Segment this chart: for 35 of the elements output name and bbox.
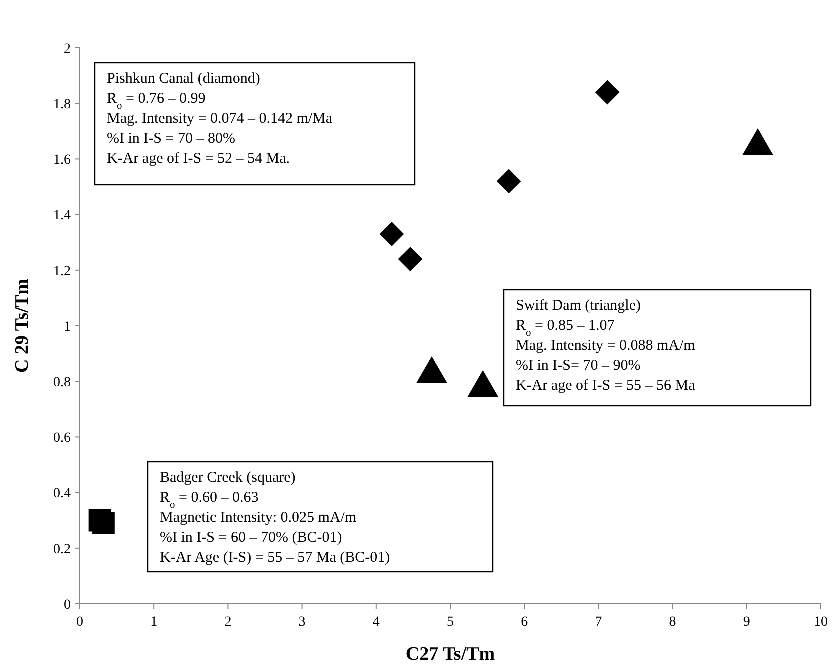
x-tick-label: 6 <box>521 615 528 630</box>
point <box>468 370 499 398</box>
y-tick-label: 0.8 <box>54 376 71 390</box>
x-tick-label: 8 <box>669 615 676 630</box>
x-tick-label: 0 <box>76 615 84 630</box>
x-tick-label: 10 <box>814 615 828 630</box>
point <box>398 247 423 272</box>
x-tick-label: 3 <box>298 615 306 630</box>
x-axis-title: C27 Ts/Tm <box>406 644 496 665</box>
y-tick-label: 0.6 <box>54 431 71 446</box>
x-tick-label: 7 <box>595 615 602 630</box>
y-tick-label: 1.4 <box>54 208 71 224</box>
point <box>416 356 448 384</box>
point <box>496 169 522 194</box>
x-tick-label: 9 <box>743 615 750 630</box>
x-tick-label: 1 <box>150 615 158 630</box>
y-tick-label: 1.6 <box>54 153 71 168</box>
y-tick-label: 1.2 <box>54 264 71 280</box>
x-tick-label: 5 <box>447 615 454 630</box>
annotation: Swift Dam (triangle) R$_{o}$ = 0.85 – 1.07 Mag. Intensity = 0.088 mA/m %I in I-S= 70 – 90% K-Ar age of I-S = 55 – 56 Ma <box>516 298 696 394</box>
point <box>742 128 774 156</box>
point <box>380 222 404 246</box>
point <box>595 80 620 105</box>
y-tick-label: 1.8 <box>54 98 71 112</box>
y-axis-title: C 29 Ts/Tm <box>12 278 33 373</box>
annotation: Badger Creek (square) R$_{o}$ = 0.60 – 0.63 Magnetic Intensity: 0.025 mA/m %I in I-S = 60 – 70% (BC-01) K-Ar Age (I-S) = 55 – 57 Ma (BC-01) <box>160 470 390 566</box>
y-tick-label: 0.4 <box>54 486 71 502</box>
y-tick-label: 0.2 <box>54 542 71 558</box>
y-tick-label: 2 <box>64 42 71 57</box>
annotation: Pishkun Canal (diamond) R$_{o}$ = 0.76 – 0.99 Mag. Intensity = 0.074 – 0.142 m/Ma %I in I-S = 70 – 80% K-Ar age of I-S = 52 – 54 Ma. <box>107 71 333 167</box>
x-tick-label: 4 <box>372 615 380 630</box>
y-tick-label: 0 <box>64 598 71 613</box>
point <box>92 512 115 535</box>
y-tick-label: 1 <box>64 320 71 335</box>
x-tick-label: 2 <box>224 615 232 630</box>
